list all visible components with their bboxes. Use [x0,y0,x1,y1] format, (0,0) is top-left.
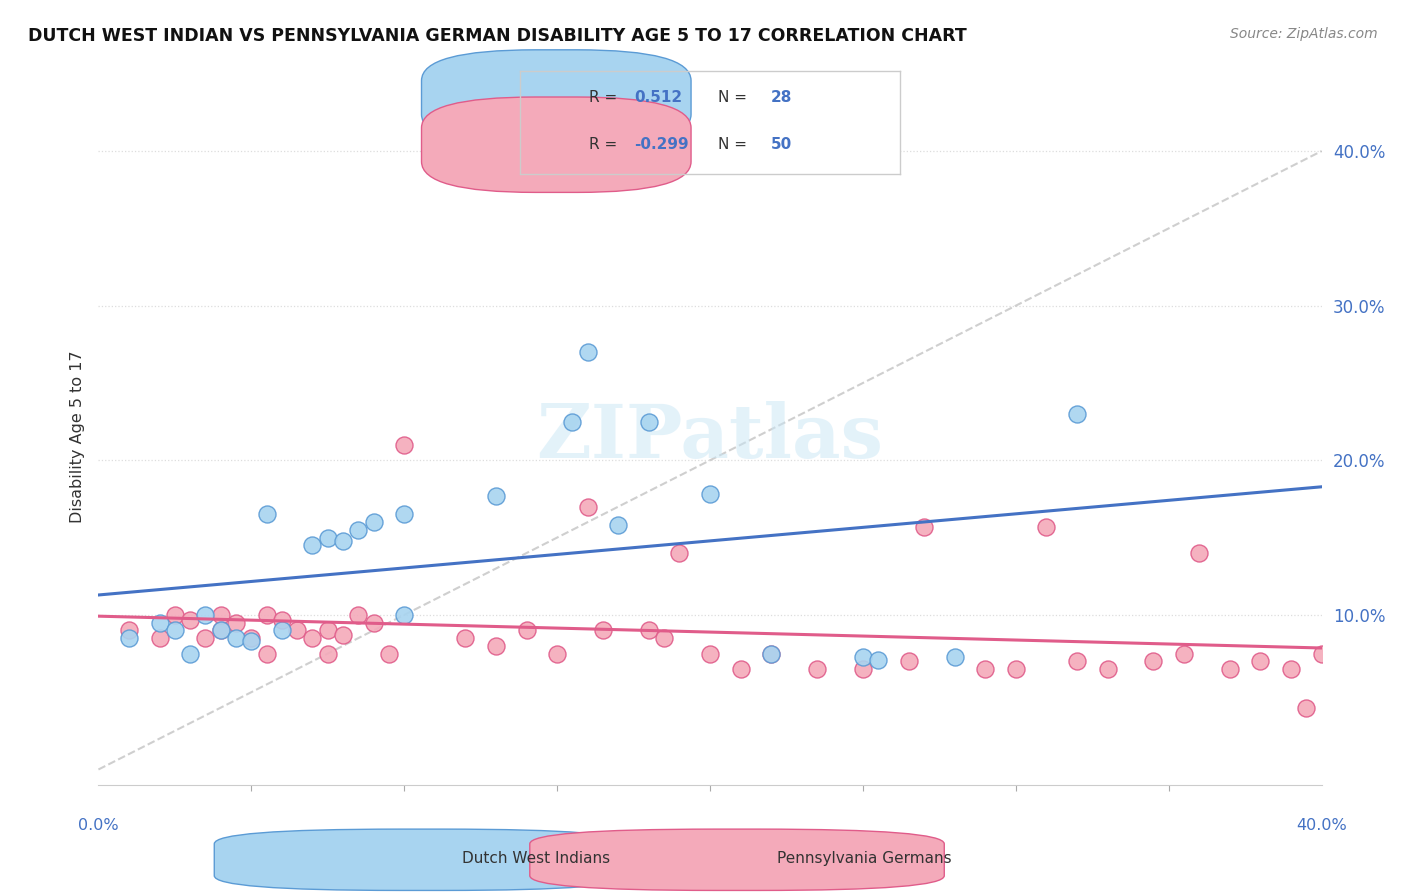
Point [852,662,875,676]
Text: 28: 28 [770,90,792,105]
Point [316,647,339,661]
Point [118,631,141,645]
Point [316,624,339,638]
Text: R =: R = [589,90,621,105]
Point [1066,654,1088,668]
Point [806,662,828,676]
Point [561,415,583,429]
Point [576,500,599,514]
Point [209,624,232,638]
Point [1249,654,1271,668]
Text: 0.512: 0.512 [634,90,682,105]
Point [1097,662,1119,676]
Point [118,624,141,638]
Point [1004,662,1026,676]
Point [332,628,354,642]
Point [256,607,278,622]
Point [759,647,782,661]
Point [363,615,385,630]
Point [392,508,416,522]
Point [347,523,370,537]
Point [1219,662,1241,676]
Text: 0.0%: 0.0% [79,818,118,832]
Point [149,631,172,645]
Point [1279,662,1302,676]
FancyBboxPatch shape [422,97,692,193]
Point [225,631,247,645]
Point [868,653,890,667]
Point [1035,520,1057,534]
Point [607,518,630,533]
Point [852,649,875,664]
Point [316,531,339,545]
Point [1173,647,1195,661]
Point [516,624,538,638]
Point [301,538,323,552]
Point [194,631,217,645]
Point [637,415,661,429]
Text: 40.0%: 40.0% [1296,818,1347,832]
Text: N =: N = [717,137,751,153]
Point [332,533,354,548]
Point [392,438,416,452]
FancyBboxPatch shape [214,830,628,890]
Point [652,631,675,645]
Point [943,649,966,664]
Point [392,607,416,622]
Text: Dutch West Indians: Dutch West Indians [461,851,610,866]
Point [179,647,201,661]
Point [759,647,782,661]
Text: Source: ZipAtlas.com: Source: ZipAtlas.com [1230,27,1378,41]
Point [454,631,477,645]
Point [163,607,186,622]
Point [301,631,323,645]
Point [270,613,292,627]
Point [194,607,217,622]
Point [1142,654,1164,668]
Point [270,624,292,638]
Point [209,607,232,622]
Point [240,631,263,645]
Point [592,624,614,638]
Point [912,520,935,534]
Text: ZIPatlas: ZIPatlas [537,401,883,474]
Point [485,639,508,653]
Point [974,662,997,676]
Text: R =: R = [589,137,621,153]
Point [378,647,401,661]
Point [1310,647,1333,661]
FancyBboxPatch shape [422,50,692,145]
Point [149,615,172,630]
Text: DUTCH WEST INDIAN VS PENNSYLVANIA GERMAN DISABILITY AGE 5 TO 17 CORRELATION CHAR: DUTCH WEST INDIAN VS PENNSYLVANIA GERMAN… [28,27,967,45]
Text: N =: N = [717,90,751,105]
FancyBboxPatch shape [530,830,945,890]
Point [897,654,920,668]
Point [485,489,508,503]
Point [668,546,690,560]
Point [179,613,201,627]
Point [699,487,721,501]
Point [699,647,721,661]
Point [347,607,370,622]
Text: 50: 50 [770,137,792,153]
Point [256,647,278,661]
Point [256,508,278,522]
Point [1188,546,1211,560]
Point [1295,700,1317,714]
Point [637,624,661,638]
Text: Pennsylvania Germans: Pennsylvania Germans [778,851,952,866]
Point [576,345,599,359]
Point [163,624,186,638]
Y-axis label: Disability Age 5 to 17: Disability Age 5 to 17 [69,351,84,524]
Text: -0.299: -0.299 [634,137,689,153]
Point [240,634,263,648]
Point [730,662,752,676]
Point [1066,407,1088,421]
Point [546,647,568,661]
Point [285,624,308,638]
Point [209,624,232,638]
Point [363,515,385,529]
Point [225,615,247,630]
